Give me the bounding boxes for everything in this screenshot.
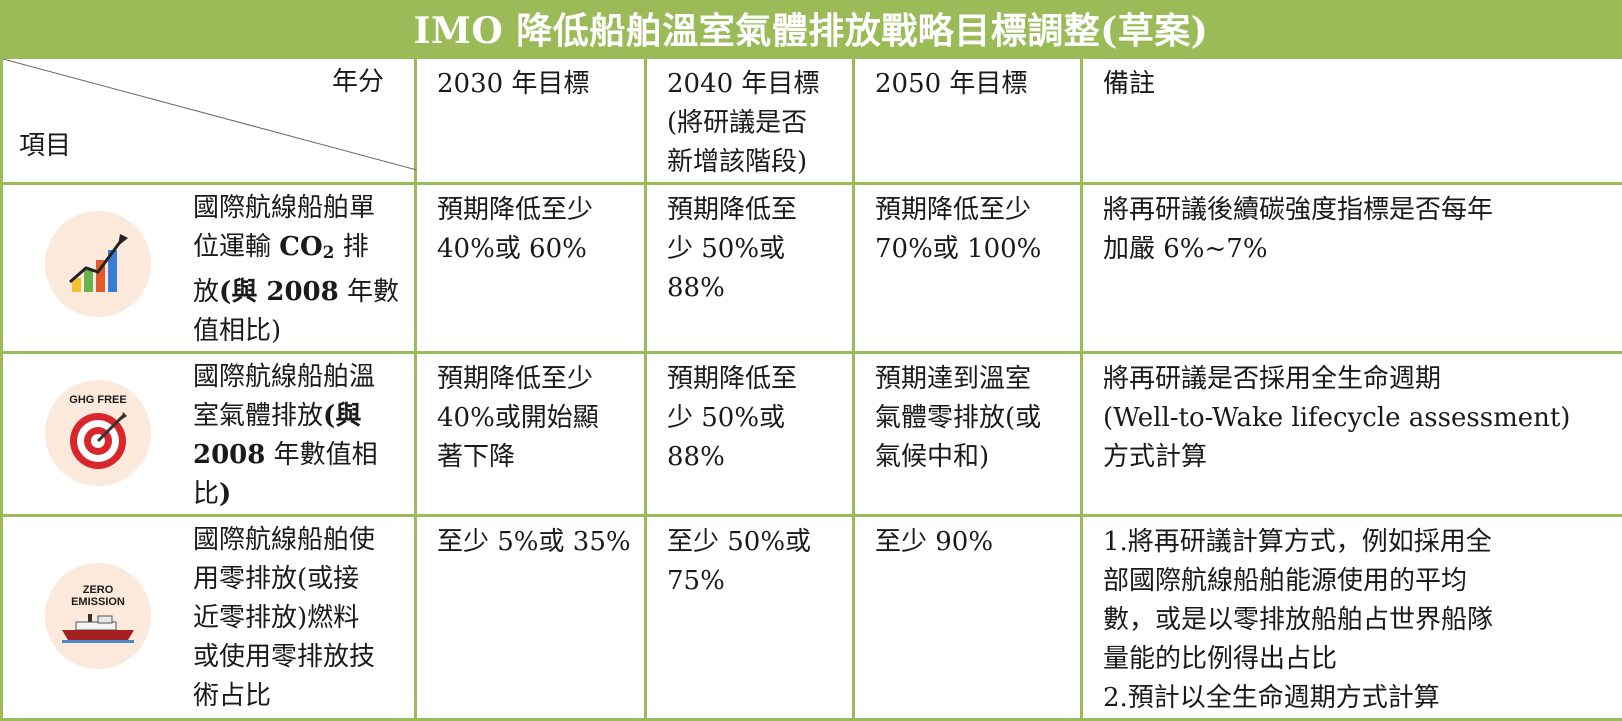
item-cell: 國際航線船舶單 位運輸 CO2 排 放(與 2008 年數 值相比) [2, 184, 416, 353]
zero-emission-label-1: ZERO [83, 584, 114, 596]
note: 1.將再研議計算方式，例如採用全 部國際航線船舶能源使用的平均 數，或是以零排放… [1082, 516, 1622, 720]
target-2040: 預期降低至 少 50%或 88% [646, 353, 854, 516]
header-row: 年分 項目 2030 年目標 2040 年目標 (將研議是否 新增該階段) 20… [2, 58, 1622, 184]
target-2050: 預期達到溫室 氣體零排放(或 氣候中和) [854, 353, 1082, 516]
growth-chart-icon [45, 211, 151, 317]
title-bar: IMO 降低船舶溫室氣體排放戰略目標調整(草案) [0, 0, 1622, 56]
target-2030: 至少 5%或 35% [416, 516, 646, 720]
target-2030: 預期降低至少 40%或開始顯 著下降 [416, 353, 646, 516]
note: 將再研議後續碳強度指標是否每年 加嚴 6%~7% [1082, 184, 1622, 353]
corner-year-label: 年分 [332, 63, 384, 102]
zero-emission-label-2: EMISSION [71, 596, 125, 608]
col-header-note: 備註 [1082, 58, 1622, 184]
note: 將再研議是否採用全生命週期 (Well-to-Wake lifecycle as… [1082, 353, 1622, 516]
ghg-free-label: GHG FREE [69, 394, 126, 406]
target-2040: 預期降低至 少 50%或 88% [646, 184, 854, 353]
item-label: 國際航線船舶溫 室氣體排放(與 2008 年數值相 比) [193, 354, 413, 514]
target-2030: 預期降低至少 40%或 60% [416, 184, 646, 353]
table-row: GHG FREE 國際航線船舶溫 室氣體排放(與 2008 年數值相 比) [2, 353, 1622, 516]
target-icon: GHG FREE [45, 380, 151, 486]
page-title: IMO 降低船舶溫室氣體排放戰略目標調整(草案) [414, 2, 1209, 54]
item-label: 國際航線船舶使 用零排放(或接 近零排放)燃料 或使用零排放技 術占比 [193, 517, 413, 716]
col-header-2030: 2030 年目標 [416, 58, 646, 184]
corner-item-label: 項目 [19, 127, 71, 166]
ship-icon: ZERO EMISSION [45, 563, 151, 669]
target-2050: 預期降低至少 70%或 100% [854, 184, 1082, 353]
item-cell: ZERO EMISSION 國際航線船舶使 用零排放(或接 近零排放)燃料 或使… [2, 516, 416, 720]
target-2040: 至少 50%或 75% [646, 516, 854, 720]
target-2050: 至少 90% [854, 516, 1082, 720]
col-header-2050: 2050 年目標 [854, 58, 1082, 184]
corner-cell: 年分 項目 [2, 58, 416, 184]
col-header-2040: 2040 年目標 (將研議是否 新增該階段) [646, 58, 854, 184]
table-row: ZERO EMISSION 國際航線船舶使 用零排放(或接 近零排放)燃料 或使… [2, 516, 1622, 720]
item-cell: GHG FREE 國際航線船舶溫 室氣體排放(與 2008 年數值相 比) [2, 353, 416, 516]
table-row: 國際航線船舶單 位運輸 CO2 排 放(與 2008 年數 值相比) 預期降低至… [2, 184, 1622, 353]
targets-table: 年分 項目 2030 年目標 2040 年目標 (將研議是否 新增該階段) 20… [0, 56, 1622, 721]
item-label: 國際航線船舶單 位運輸 CO2 排 放(與 2008 年數 值相比) [193, 185, 413, 351]
